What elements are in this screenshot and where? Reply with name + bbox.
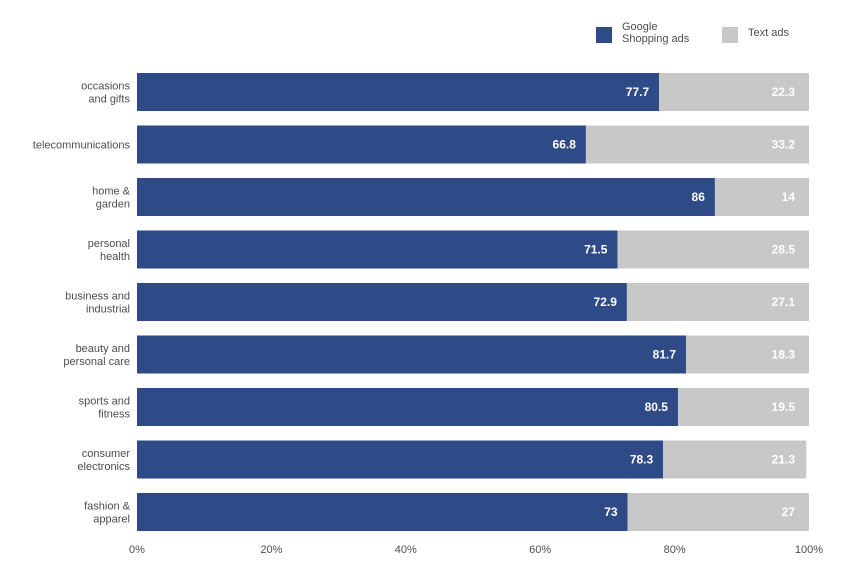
bar-value-label-google-shopping-ads: 78.3 xyxy=(630,453,654,467)
bar-value-label-google-shopping-ads: 81.7 xyxy=(653,348,677,362)
bar-segment-text-ads xyxy=(714,178,809,216)
bar-segment-google-shopping-ads xyxy=(137,335,687,374)
bar-value-label-google-shopping-ads: 77.7 xyxy=(626,85,650,99)
x-tick-label: 100% xyxy=(795,544,823,556)
category-label: beauty and personal care xyxy=(63,343,130,368)
bar-segment-text-ads xyxy=(585,125,809,164)
bar-segment-text-ads xyxy=(617,230,809,269)
x-tick-label: 60% xyxy=(529,544,551,556)
category-label: consumer electronics xyxy=(77,448,130,473)
bar-segment-google-shopping-ads xyxy=(137,440,664,479)
x-tick-label: 20% xyxy=(260,544,282,556)
category-label-line: apparel xyxy=(93,514,130,526)
bar-segment-google-shopping-ads xyxy=(137,493,628,531)
legend-swatch xyxy=(596,27,612,43)
category-label: fashion & apparel xyxy=(84,501,131,526)
bar-value-label-google-shopping-ads: 80.5 xyxy=(645,400,669,414)
bar-segment-text-ads xyxy=(626,283,809,321)
legend-label: Text ads xyxy=(748,27,789,39)
category-label: sports and fitness xyxy=(79,396,131,421)
category-label-line: personal xyxy=(88,238,130,250)
category-label-line: occasions xyxy=(81,81,130,93)
legend-label-line: Text ads xyxy=(748,27,789,39)
bar-value-label-text-ads: 18.3 xyxy=(772,348,796,362)
bar-value-label-google-shopping-ads: 86 xyxy=(692,190,706,204)
category-label: personal health xyxy=(88,238,130,263)
x-tick-label: 0% xyxy=(129,544,145,556)
category-label-line: fashion & xyxy=(84,501,131,513)
bar-value-label-text-ads: 27.1 xyxy=(772,295,796,309)
category-label-line: home & xyxy=(92,186,131,198)
category-label-line: fitness xyxy=(98,409,130,421)
bar-value-label-text-ads: 21.3 xyxy=(772,453,796,467)
category-label: occasions and gifts xyxy=(81,81,130,106)
category-label-line: beauty and xyxy=(76,343,130,355)
category-label-line: garden xyxy=(96,199,130,211)
bar-value-label-text-ads: 28.5 xyxy=(772,243,796,257)
category-label-line: and gifts xyxy=(88,94,130,106)
bar-value-label-google-shopping-ads: 72.9 xyxy=(594,295,618,309)
bar-segment-google-shopping-ads xyxy=(137,283,627,321)
bar-segment-text-ads xyxy=(627,493,809,531)
category-label-line: personal care xyxy=(63,356,130,368)
category-label-line: consumer xyxy=(82,448,131,460)
bar-value-label-text-ads: 27 xyxy=(782,505,796,519)
legend-label-line: Google xyxy=(622,21,657,33)
chart-legend: Google Shopping ads Text ads xyxy=(596,21,789,45)
category-label-line: health xyxy=(100,251,130,263)
bar-value-label-text-ads: 22.3 xyxy=(772,85,796,99)
legend-swatch xyxy=(722,27,738,43)
bar-segment-text-ads xyxy=(677,388,809,426)
bar-value-label-google-shopping-ads: 73 xyxy=(604,505,618,519)
category-label-line: sports and xyxy=(79,396,130,408)
bar-segment-google-shopping-ads xyxy=(137,388,678,426)
bar-value-label-google-shopping-ads: 71.5 xyxy=(584,243,608,257)
legend-label-line: Shopping ads xyxy=(622,33,690,45)
bar-plot-area: 77.7 22.3 66.8 33.2 86 14 71.5 28.5 72.9 27.1 81.7… xyxy=(137,73,809,531)
category-label-line: electronics xyxy=(77,461,130,473)
bar-value-label-text-ads: 33.2 xyxy=(772,138,796,152)
legend-label: Google Shopping ads xyxy=(622,21,690,45)
x-tick-label: 40% xyxy=(395,544,417,556)
bar-value-label-google-shopping-ads: 66.8 xyxy=(553,138,577,152)
bar-segment-text-ads xyxy=(659,73,809,111)
bar-value-label-text-ads: 14 xyxy=(782,190,796,204)
x-tick-label: 80% xyxy=(664,544,686,556)
bar-segment-google-shopping-ads xyxy=(137,230,618,269)
bar-segment-google-shopping-ads xyxy=(137,178,715,216)
category-label-line: industrial xyxy=(86,304,130,316)
category-label: business and industrial xyxy=(65,291,130,316)
category-label: home & garden xyxy=(92,186,131,211)
bar-segment-text-ads xyxy=(686,335,809,374)
category-label-line: telecommunications xyxy=(33,140,131,152)
bar-segment-google-shopping-ads xyxy=(137,73,660,111)
x-axis-tick-labels: 0% 20% 40% 60% 80% 100% xyxy=(129,544,823,556)
bar-segment-text-ads xyxy=(663,440,807,479)
category-axis-labels: occasions and gifts telecommunications home… xyxy=(33,81,131,526)
bar-segment-google-shopping-ads xyxy=(137,125,586,164)
bar-value-label-text-ads: 19.5 xyxy=(772,400,796,414)
category-label-line: business and xyxy=(65,291,130,303)
category-label: telecommunications xyxy=(33,140,131,152)
